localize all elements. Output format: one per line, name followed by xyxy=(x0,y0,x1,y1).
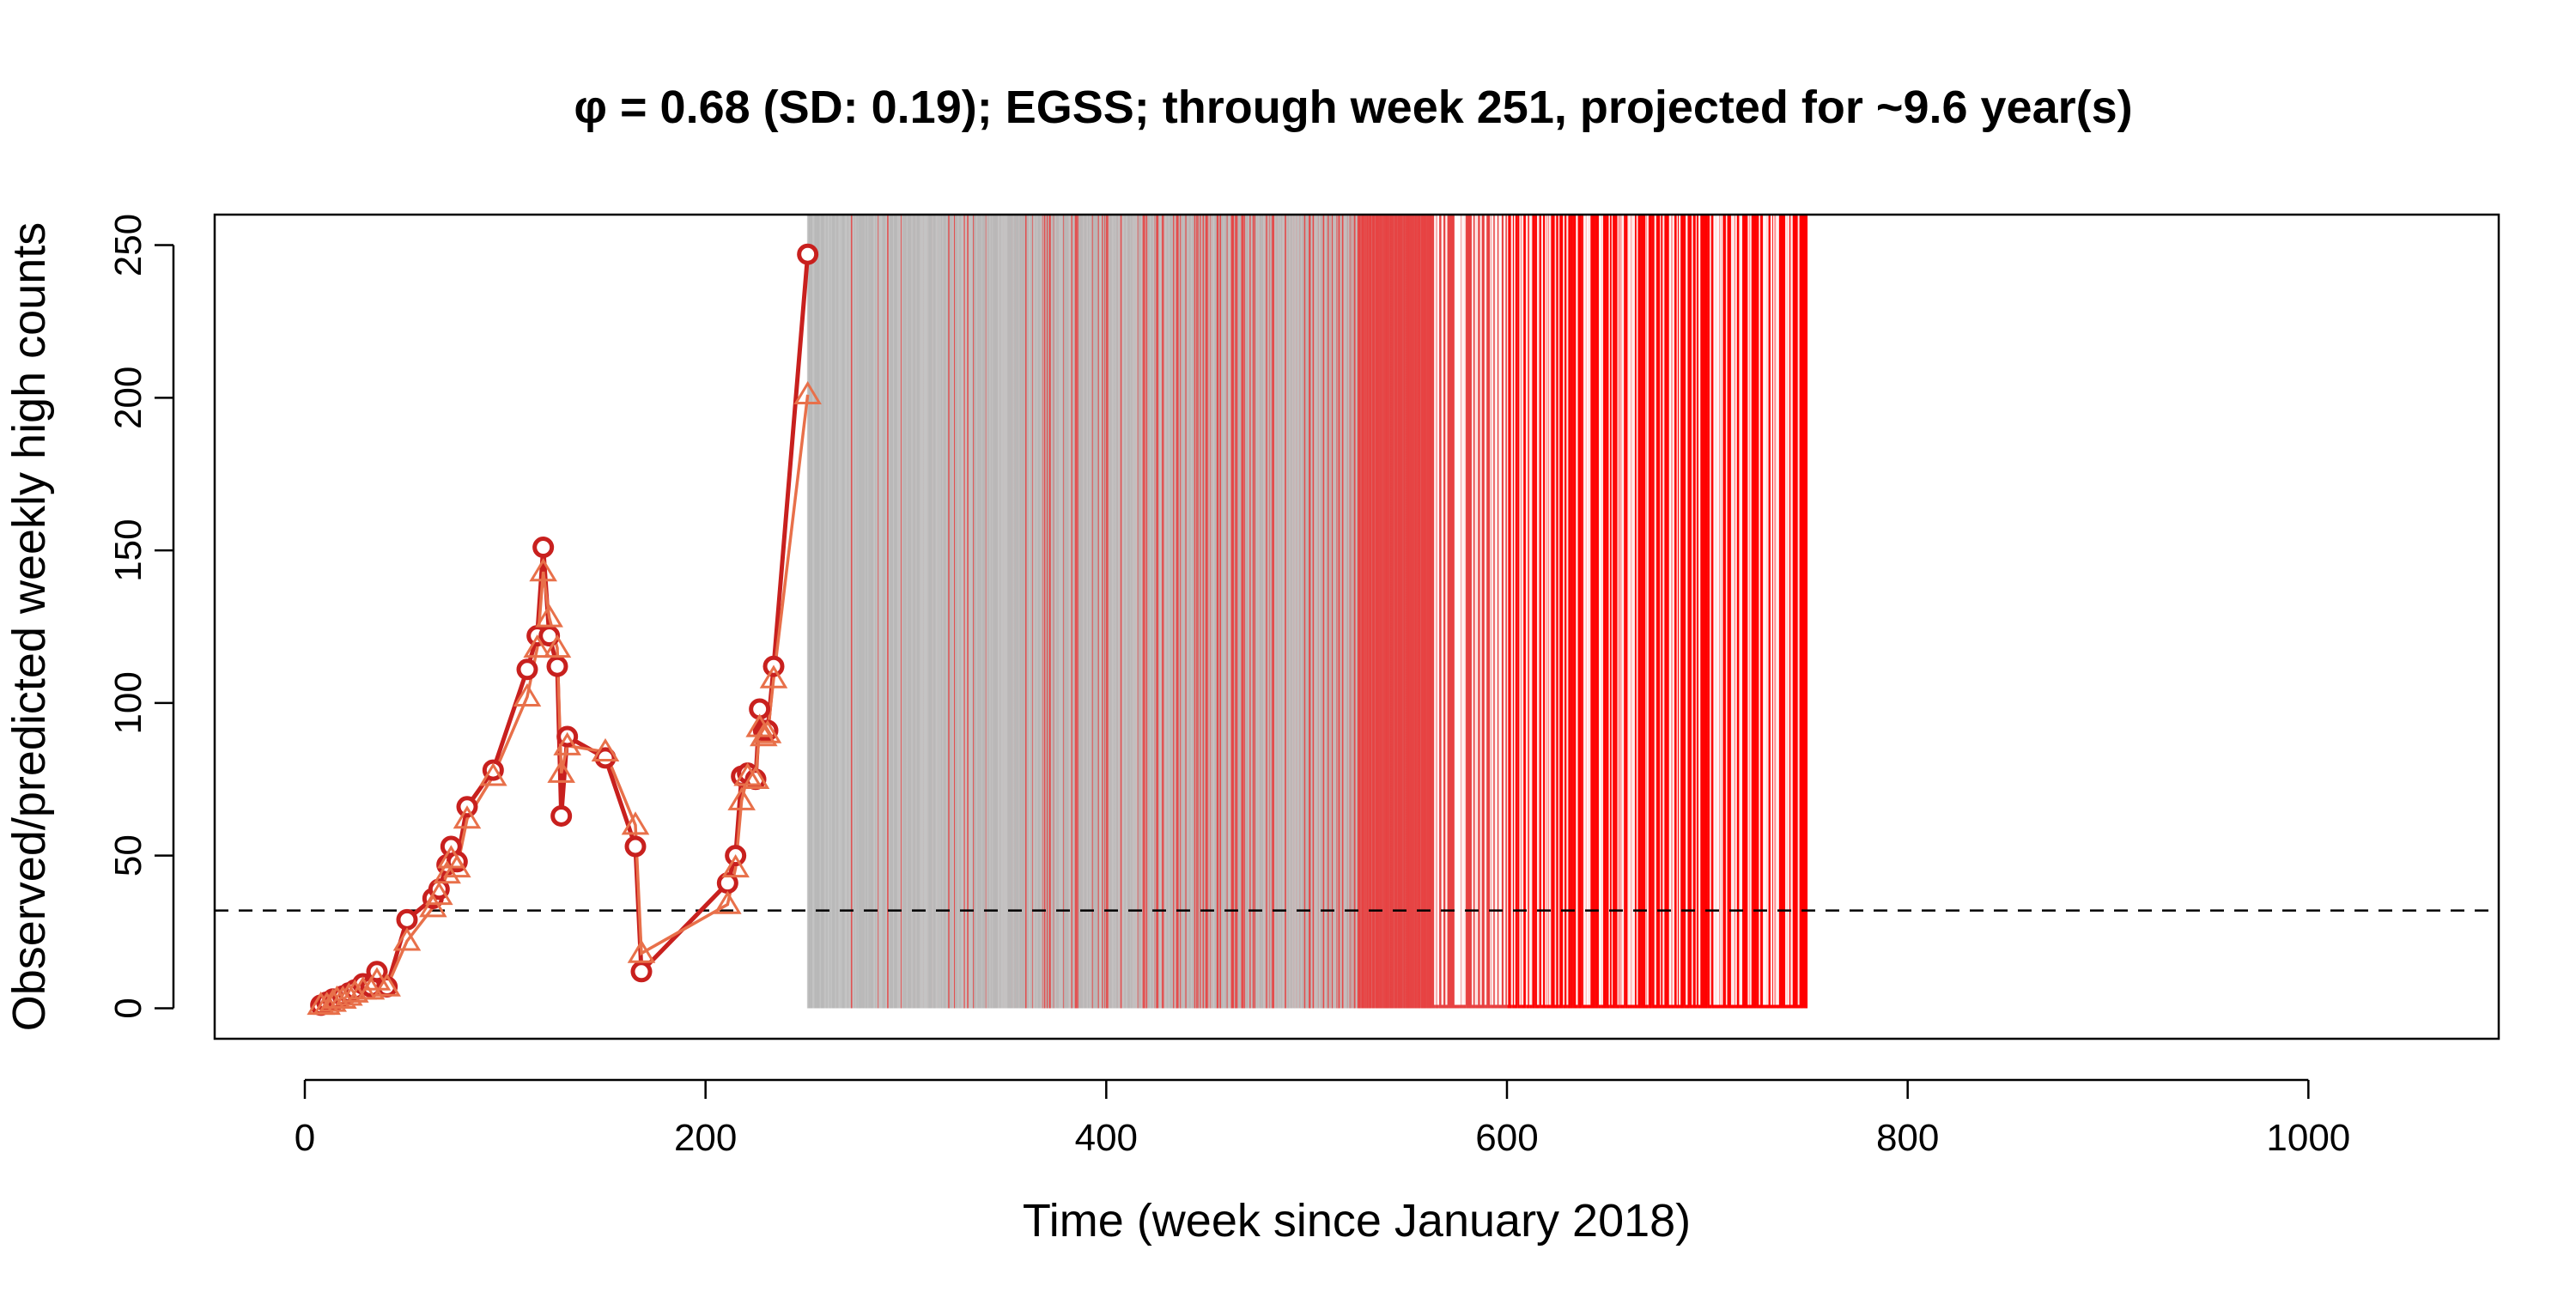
predicted-point xyxy=(513,682,542,707)
predicted-point xyxy=(733,762,762,786)
x-tick-label: 200 xyxy=(674,1117,737,1159)
series-layer xyxy=(307,243,822,1016)
observed-point xyxy=(630,961,653,983)
predicted-point xyxy=(362,967,392,991)
predicted-point xyxy=(721,853,750,878)
y-tick-label: 0 xyxy=(107,998,149,1018)
chart-title: φ = 0.68 (SD: 0.19); EGSS; through week … xyxy=(574,82,2132,133)
predicted-point xyxy=(392,927,422,951)
predicted-point xyxy=(727,786,756,810)
predicted-point xyxy=(373,973,401,997)
series-line xyxy=(319,254,811,1008)
y-axis: 0 50 100 150 200 250 xyxy=(107,214,175,1019)
observed-point xyxy=(546,655,568,677)
observed-point xyxy=(532,537,555,559)
predicted-point xyxy=(793,380,822,405)
x-axis: 0 200 400 600 800 1000 xyxy=(295,1078,2350,1159)
predicted-point xyxy=(591,737,620,762)
predicted-point xyxy=(453,805,482,829)
observed-point xyxy=(624,835,647,858)
y-tick-label: 200 xyxy=(107,367,149,429)
predicted-point xyxy=(419,894,447,918)
x-tick-label: 0 xyxy=(295,1117,315,1159)
predicted-point xyxy=(535,604,563,628)
observed-point xyxy=(797,243,819,265)
predicted-point xyxy=(750,723,778,747)
x-tick-label: 800 xyxy=(1876,1117,1939,1159)
predicted-point xyxy=(621,811,650,835)
plot-frame xyxy=(213,213,2500,1040)
y-tick-label: 250 xyxy=(107,214,149,276)
predicted-point xyxy=(329,985,357,1010)
y-tick-label: 100 xyxy=(107,671,149,734)
predicted-point xyxy=(425,881,453,906)
x-tick-label: 400 xyxy=(1075,1117,1138,1159)
x-tick-label: 1000 xyxy=(2266,1117,2350,1159)
predicted-point xyxy=(547,759,575,783)
predicted-point xyxy=(714,890,742,914)
observed-point xyxy=(516,658,538,681)
predicted-point xyxy=(553,731,581,755)
y-axis-label: Observed/predicted weekly high counts xyxy=(3,222,55,1032)
predicted-point xyxy=(479,762,507,786)
predicted-point xyxy=(741,765,770,790)
predicted-point xyxy=(433,860,461,884)
predicted-point xyxy=(627,939,656,963)
x-axis-label: Time (week since January 2018) xyxy=(1023,1195,1691,1247)
projection-area xyxy=(806,215,1808,1009)
predicted-point xyxy=(759,664,788,688)
predicted-point xyxy=(523,634,551,658)
predicted-point xyxy=(341,979,369,1003)
predicted-point xyxy=(753,719,782,743)
predicted-point xyxy=(529,558,557,582)
predicted-point xyxy=(443,853,471,878)
observed-point xyxy=(396,908,418,931)
predicted-point xyxy=(543,634,572,658)
y-tick-label: 150 xyxy=(107,519,149,581)
observed-point xyxy=(550,804,573,827)
observed-point xyxy=(594,747,617,769)
x-tick-label: 600 xyxy=(1475,1117,1538,1159)
y-tick-label: 50 xyxy=(107,834,149,876)
